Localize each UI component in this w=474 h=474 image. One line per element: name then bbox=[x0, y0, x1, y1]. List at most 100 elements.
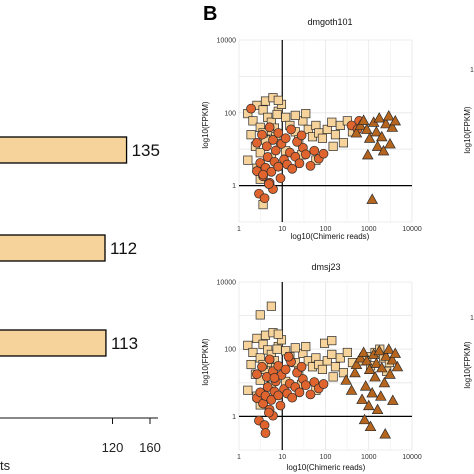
point-triangle bbox=[380, 350, 392, 361]
point-square bbox=[338, 368, 348, 378]
point-triangle bbox=[384, 137, 396, 149]
point-circle bbox=[257, 129, 267, 140]
x-tick-label: 1 bbox=[237, 226, 241, 233]
point-triangle bbox=[386, 353, 399, 365]
bar-x-tick-120: 120 bbox=[102, 440, 124, 455]
point-circle bbox=[264, 179, 274, 189]
bar bbox=[0, 329, 107, 357]
point-square bbox=[330, 130, 341, 140]
bar-value-label: 113 bbox=[111, 334, 138, 353]
point-circle bbox=[262, 152, 273, 162]
bar-chart-panel: 120 160 ts 135 112 113 bbox=[0, 136, 161, 473]
right-edge-partial-tick: 1 bbox=[470, 315, 474, 322]
point-triangle bbox=[389, 114, 402, 126]
y-tick-label: 1 bbox=[232, 183, 236, 190]
point-triangle bbox=[363, 132, 376, 143]
point-triangle bbox=[378, 376, 391, 388]
point-square bbox=[243, 385, 253, 395]
point-circle bbox=[283, 351, 294, 362]
point-triangle bbox=[359, 380, 372, 391]
point-triangle bbox=[380, 117, 392, 129]
point-triangle bbox=[350, 358, 363, 370]
point-circle bbox=[280, 133, 291, 144]
point-triangle bbox=[350, 127, 363, 138]
point-square bbox=[317, 364, 327, 374]
scatter-xlabel-dmgoth101: log10(Chimeric reads) bbox=[291, 232, 370, 241]
y-tick-label: 10000 bbox=[217, 280, 237, 287]
point-triangle bbox=[340, 374, 352, 385]
point-triangle bbox=[382, 110, 395, 121]
point-triangle bbox=[373, 344, 386, 356]
y-tick-label: 10000 bbox=[217, 38, 237, 45]
point-circle bbox=[294, 387, 305, 398]
scatter-xlabel-dmsj23: log10(Chimeric reads) bbox=[287, 463, 366, 472]
point-circle bbox=[258, 169, 268, 180]
point-triangle bbox=[382, 343, 395, 354]
point-square bbox=[273, 329, 283, 339]
point-triangle bbox=[360, 123, 373, 134]
point-circle bbox=[280, 364, 291, 375]
point-triangle bbox=[357, 346, 370, 357]
point-circle bbox=[296, 130, 307, 141]
point-square bbox=[266, 301, 276, 311]
y-tick-label: 100 bbox=[224, 110, 236, 117]
bar-x-axis-label-fragment: ts bbox=[0, 458, 11, 473]
point-triangle bbox=[366, 193, 378, 204]
point-square bbox=[273, 95, 283, 105]
point-circle bbox=[305, 389, 316, 400]
point-circle bbox=[287, 163, 298, 174]
point-square bbox=[243, 340, 253, 350]
point-square bbox=[335, 353, 345, 363]
point-triangle bbox=[389, 347, 402, 358]
point-circle bbox=[261, 141, 272, 152]
point-square bbox=[255, 148, 265, 158]
point-circle bbox=[275, 173, 286, 184]
point-triangle bbox=[361, 148, 374, 160]
point-circle bbox=[259, 193, 270, 204]
point-square bbox=[327, 349, 337, 359]
x-tick-label: 10 bbox=[278, 226, 286, 233]
point-triangle bbox=[386, 121, 399, 132]
point-circle bbox=[318, 148, 329, 159]
x-tick-label: 1 bbox=[237, 454, 241, 461]
scatter-panel-dmsj23: dmsj23 log10(FPKM) log10(Chimeric reads)… bbox=[201, 262, 422, 472]
point-square bbox=[311, 120, 321, 130]
point-square bbox=[258, 105, 268, 115]
right-edge-partial-tick: 1 bbox=[470, 67, 474, 74]
point-square bbox=[272, 109, 282, 120]
bar-value-label: 135 bbox=[132, 141, 160, 160]
point-triangle bbox=[369, 370, 381, 382]
point-triangle bbox=[379, 428, 391, 439]
point-triangle bbox=[387, 394, 399, 405]
point-square bbox=[243, 155, 253, 165]
x-tick-label: 100 bbox=[320, 226, 332, 233]
point-triangle bbox=[375, 130, 388, 142]
point-triangle bbox=[375, 361, 388, 373]
point-triangle bbox=[363, 363, 376, 374]
point-circle bbox=[266, 395, 277, 405]
point-triangle bbox=[384, 368, 396, 379]
bar bbox=[0, 234, 106, 262]
point-circle bbox=[246, 103, 256, 114]
scatter-panel-dmgoth101: dmgoth101 log10(FPKM) log10(Chimeric rea… bbox=[201, 17, 422, 241]
point-circle bbox=[300, 149, 311, 160]
point-triangle bbox=[370, 125, 383, 137]
point-square bbox=[342, 347, 352, 358]
point-triangle bbox=[370, 357, 383, 368]
y-tick-label: 100 bbox=[224, 347, 236, 354]
point-circle bbox=[264, 407, 274, 418]
scatter-title-dmgoth101: dmgoth101 bbox=[307, 17, 352, 27]
point-square bbox=[330, 362, 341, 372]
point-circle bbox=[318, 379, 329, 389]
point-square bbox=[338, 138, 348, 148]
point-square bbox=[246, 130, 256, 140]
point-circle bbox=[273, 161, 284, 172]
bar-value-label: 112 bbox=[110, 239, 137, 258]
point-circle bbox=[309, 145, 320, 156]
point-circle bbox=[275, 400, 286, 411]
point-circle bbox=[262, 382, 273, 392]
point-square bbox=[301, 341, 311, 352]
point-circle bbox=[257, 361, 267, 372]
point-triangle bbox=[357, 114, 370, 125]
